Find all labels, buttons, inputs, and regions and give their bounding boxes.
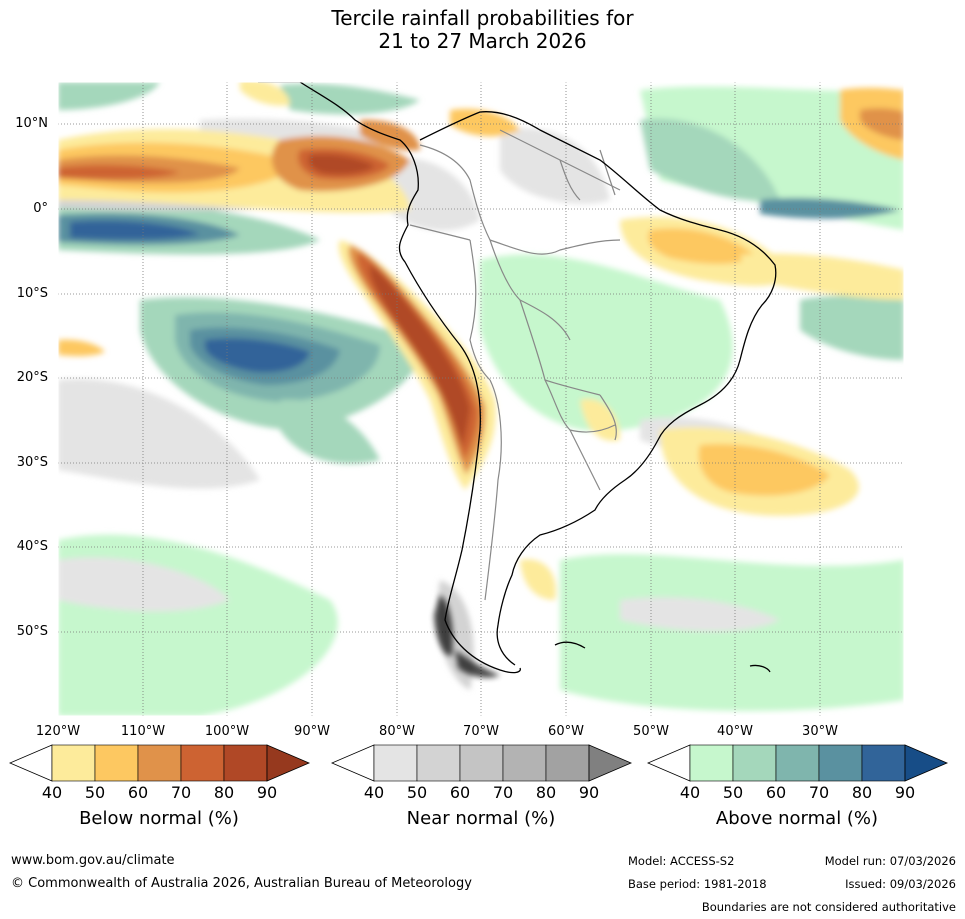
footer-issued: Issued: 09/03/2026 <box>845 877 956 891</box>
below-colorbar-segment <box>137 744 182 782</box>
above-colorbar-segment <box>689 744 734 782</box>
footer-website: www.bom.gov.au/climate <box>11 853 175 868</box>
below-colorbar-tick-label: 70 <box>170 783 192 802</box>
below-colorbar-segment <box>223 744 268 782</box>
above-colorbar-tick-label: 50 <box>722 783 744 802</box>
below-colorbar-segment <box>180 744 225 782</box>
near-colorbar-tick-label: 70 <box>492 783 514 802</box>
lon-label-40w: 40°W <box>717 724 753 739</box>
lat-label-40s: 40°S <box>16 539 48 554</box>
above-colorbar-segment <box>775 744 820 782</box>
footer-base-period: Base period: 1981-2018 <box>628 877 767 891</box>
lon-label-50w: 50°W <box>633 724 669 739</box>
near-colorbar-segment <box>502 744 547 782</box>
probability-shading <box>58 82 904 716</box>
below-colorbar-extend-high <box>266 744 311 782</box>
near-colorbar-extend-low <box>330 744 375 782</box>
near-colorbar-tick-label: 90 <box>578 783 600 802</box>
near-colorbar-tick-label: 60 <box>449 783 471 802</box>
lon-label-80w: 80°W <box>379 724 415 739</box>
above-colorbar-segment <box>818 744 863 782</box>
country-boundaries <box>409 129 621 601</box>
above-colorbar-tick-label: 70 <box>808 783 830 802</box>
below-colorbar-tick-label: 50 <box>84 783 106 802</box>
above-colorbar-tick-label: 90 <box>894 783 916 802</box>
below-colorbar-segment <box>94 744 139 782</box>
colorbar-near-normal <box>330 744 633 782</box>
footer-copyright: © Commonwealth of Australia 2026, Austra… <box>11 876 472 891</box>
chile-archipelago <box>434 595 500 678</box>
lon-label-70w: 70°W <box>463 724 499 739</box>
colorbar-title-below: Below normal (%) <box>79 808 239 829</box>
near-colorbar-segment <box>373 744 418 782</box>
lat-label-20s: 20°S <box>16 370 48 385</box>
lon-label-110w: 110°W <box>120 724 166 739</box>
near-colorbar-tick-label: 50 <box>406 783 428 802</box>
map-title-line-1: Tercile rainfall probabilities for <box>331 6 634 30</box>
near-colorbar-extend-high <box>588 744 633 782</box>
lon-label-60w: 60°W <box>548 724 584 739</box>
below-colorbar-tick-label: 60 <box>127 783 149 802</box>
lat-label-30s: 30°S <box>16 455 48 470</box>
lon-label-120w: 120°W <box>35 724 81 739</box>
above-colorbar-tick-label: 40 <box>679 783 701 802</box>
colorbar-below-normal <box>8 744 311 782</box>
above-colorbar-segment <box>732 744 777 782</box>
near-colorbar-segment <box>545 744 590 782</box>
below-colorbar-segment <box>51 744 96 782</box>
below-colorbar-tick-label: 90 <box>256 783 278 802</box>
above-colorbar-segment <box>861 744 906 782</box>
near-colorbar-segment <box>459 744 504 782</box>
lat-label-0: 0° <box>33 201 48 216</box>
below-colorbar-tick-label: 80 <box>213 783 235 802</box>
above-colorbar-extend-low <box>646 744 691 782</box>
graticule <box>58 82 904 716</box>
colorbar-title-above: Above normal (%) <box>715 808 879 829</box>
below-colorbar-extend-low <box>8 744 53 782</box>
colorbar-title-near: Near normal (%) <box>406 808 556 829</box>
map-title-line-2: 21 to 27 March 2026 <box>378 29 587 53</box>
near-colorbar-tick-label: 80 <box>535 783 557 802</box>
lat-label-10n: 10°N <box>15 116 48 131</box>
lon-label-100w: 100°W <box>204 724 250 739</box>
above-colorbar-tick-label: 80 <box>851 783 873 802</box>
below-colorbar-tick-label: 40 <box>41 783 63 802</box>
above-colorbar-tick-label: 60 <box>765 783 787 802</box>
lat-label-10s: 10°S <box>16 286 48 301</box>
above-colorbar-extend-high <box>904 744 949 782</box>
near-colorbar-segment <box>416 744 461 782</box>
colorbar-above-normal <box>646 744 949 782</box>
footer-model-run: Model run: 07/03/2026 <box>824 854 956 868</box>
footer-model: Model: ACCESS-S2 <box>628 854 735 868</box>
lat-label-50s: 50°S <box>16 624 48 639</box>
lon-label-30w: 30°W <box>802 724 838 739</box>
footer-disclaimer: Boundaries are not considered authoritat… <box>701 900 956 914</box>
lon-label-90w: 90°W <box>294 724 330 739</box>
near-colorbar-tick-label: 40 <box>363 783 385 802</box>
